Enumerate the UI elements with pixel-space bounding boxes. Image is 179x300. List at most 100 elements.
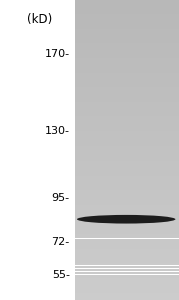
Bar — [75, 19, 179, 20]
Bar — [75, 123, 179, 124]
Text: 72-: 72- — [52, 237, 70, 247]
Bar — [75, 117, 179, 118]
Bar — [75, 49, 179, 50]
Bar — [75, 27, 179, 28]
Bar — [75, 0, 179, 1]
Bar — [75, 108, 179, 109]
Bar — [75, 34, 179, 35]
Bar — [75, 258, 179, 259]
Bar — [75, 1, 179, 2]
Bar — [75, 60, 179, 61]
Bar — [75, 63, 179, 64]
Bar — [75, 148, 179, 149]
Bar — [75, 247, 179, 248]
Bar — [75, 185, 179, 186]
Bar — [75, 201, 179, 202]
Bar — [75, 87, 179, 88]
Bar — [75, 115, 179, 116]
Bar — [75, 282, 179, 283]
Bar — [75, 277, 179, 278]
Bar — [75, 40, 179, 41]
Bar — [75, 46, 179, 47]
Bar — [75, 45, 179, 46]
Bar — [75, 203, 179, 204]
Bar — [75, 88, 179, 89]
Bar — [75, 155, 179, 156]
Bar — [75, 241, 179, 242]
Bar — [75, 124, 179, 125]
Bar — [75, 37, 179, 38]
Bar — [75, 179, 179, 180]
Bar — [75, 193, 179, 194]
Bar — [75, 278, 179, 279]
Bar — [75, 224, 179, 225]
Ellipse shape — [77, 215, 175, 224]
Bar — [75, 4, 179, 5]
Bar — [75, 167, 179, 168]
Bar — [75, 275, 179, 276]
Bar — [75, 174, 179, 175]
Bar — [75, 93, 179, 94]
Bar — [75, 11, 179, 12]
Bar — [75, 233, 179, 234]
Bar — [75, 299, 179, 300]
Bar — [75, 125, 179, 126]
Bar — [75, 178, 179, 179]
Bar — [75, 25, 179, 26]
Bar — [75, 154, 179, 155]
Bar — [75, 113, 179, 114]
Bar — [75, 107, 179, 108]
Bar — [75, 18, 179, 19]
Bar — [75, 89, 179, 90]
Bar — [75, 249, 179, 250]
Bar — [75, 195, 179, 196]
Bar — [75, 114, 179, 115]
Bar — [75, 15, 179, 16]
Bar — [75, 239, 179, 240]
Bar — [75, 190, 179, 191]
Bar — [75, 255, 179, 256]
Bar — [75, 240, 179, 241]
Bar — [75, 197, 179, 198]
Bar — [75, 35, 179, 36]
Bar — [75, 171, 179, 172]
Bar — [75, 202, 179, 203]
Bar — [75, 257, 179, 258]
Bar — [75, 118, 179, 119]
Bar — [75, 82, 179, 83]
Bar — [75, 56, 179, 57]
Bar — [75, 138, 179, 139]
Bar — [75, 62, 179, 63]
Bar — [75, 208, 179, 209]
Bar — [75, 172, 179, 173]
Bar — [75, 111, 179, 112]
Bar — [75, 183, 179, 184]
Bar — [75, 295, 179, 296]
Bar — [75, 105, 179, 106]
Bar — [75, 232, 179, 233]
Bar — [75, 187, 179, 188]
Bar — [75, 200, 179, 201]
Bar — [75, 252, 179, 253]
Bar — [75, 294, 179, 295]
Bar — [75, 51, 179, 52]
Bar — [75, 166, 179, 167]
Bar — [75, 141, 179, 142]
Bar — [75, 67, 179, 68]
Bar — [75, 191, 179, 192]
Bar — [75, 100, 179, 101]
Bar — [75, 177, 179, 178]
Bar — [75, 122, 179, 123]
Bar — [75, 244, 179, 245]
Bar — [75, 66, 179, 67]
Bar — [75, 173, 179, 174]
Bar — [75, 292, 179, 293]
Bar — [75, 152, 179, 153]
Bar — [75, 223, 179, 224]
Bar — [75, 236, 179, 237]
Bar — [75, 119, 179, 120]
Bar — [75, 104, 179, 105]
Bar — [75, 40, 179, 41]
Bar — [75, 13, 179, 14]
Bar — [75, 136, 179, 137]
